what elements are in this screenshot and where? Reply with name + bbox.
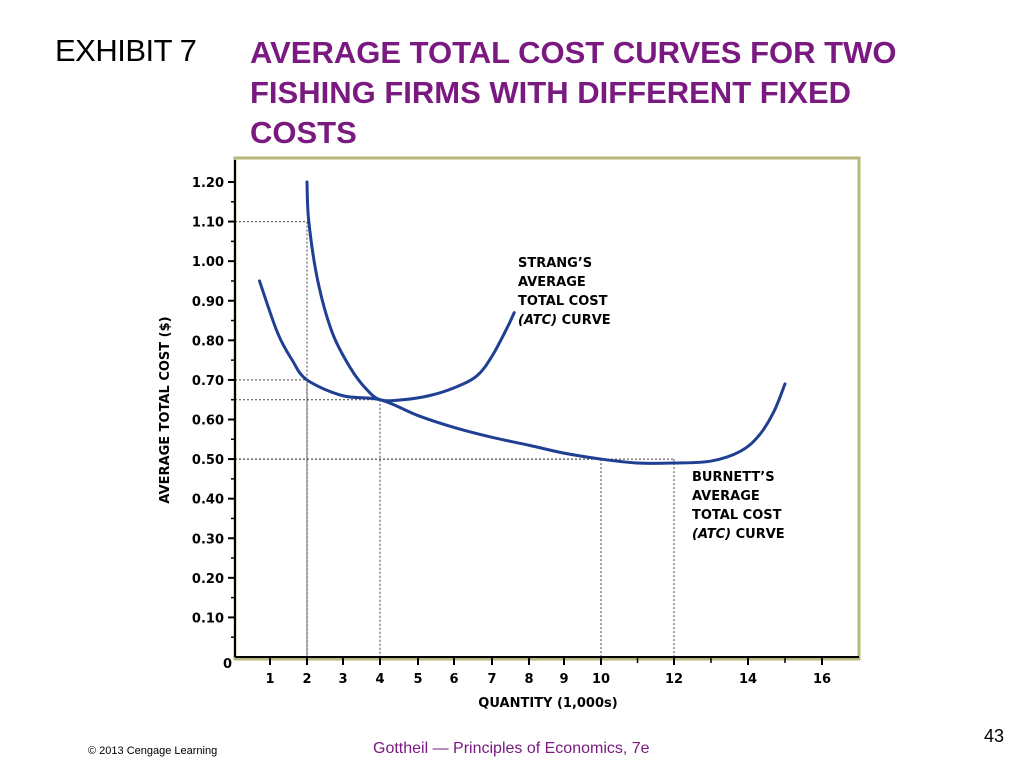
y-tick-label: 0.20 bbox=[192, 572, 224, 587]
burnett-atc-curve bbox=[258, 279, 787, 465]
book-reference: Gottheil — Principles of Economics, 7e bbox=[373, 740, 650, 757]
y-tick-label: 0.40 bbox=[192, 493, 224, 508]
x-tick-label: 12 bbox=[665, 672, 683, 687]
axes bbox=[234, 160, 859, 658]
exhibit-label: EXHIBIT 7 bbox=[55, 33, 197, 68]
x-tick-label: 9 bbox=[559, 672, 568, 687]
curve-label-line: TOTAL COST bbox=[518, 294, 608, 309]
y-tick-label: 0.10 bbox=[192, 611, 224, 626]
x-ticks: 1 2 3 4 5 6 7 8 9 10 12 14 16 bbox=[265, 657, 831, 687]
copyright-notice: © 2013 Cengage Learning bbox=[88, 745, 218, 757]
x-tick-label: 8 bbox=[524, 672, 533, 687]
strang-atc-curve bbox=[305, 180, 516, 403]
title-line-3: COSTS bbox=[250, 115, 357, 150]
y-tick-label: 0.80 bbox=[192, 334, 224, 349]
curve-label-line: AVERAGE bbox=[692, 489, 760, 504]
burnett-curve-label: BURNETT’S AVERAGE TOTAL COST (ATC) CURVE bbox=[692, 470, 785, 542]
curve-label-line: AVERAGE bbox=[518, 275, 586, 290]
chart-frame bbox=[233, 156, 861, 661]
curve-label-line: (ATC) CURVE bbox=[692, 527, 785, 542]
x-tick-label: 4 bbox=[375, 672, 384, 687]
curves bbox=[258, 180, 787, 465]
y-tick-label: 1.10 bbox=[192, 216, 224, 231]
y-tick-label: 0.90 bbox=[192, 295, 224, 310]
title-line-1: AVERAGE TOTAL COST CURVES FOR TWO bbox=[250, 35, 897, 70]
y-axis-label: AVERAGE TOTAL COST ($) bbox=[158, 316, 173, 503]
y-tick-label: 0.60 bbox=[192, 414, 224, 429]
y-ticks: 0.10 0.20 0.30 0.40 0.50 0.60 0.70 0.80 0.90 1.00… bbox=[192, 176, 235, 638]
curve-label-line: BURNETT’S bbox=[692, 470, 775, 485]
x-tick-label: 6 bbox=[449, 672, 458, 687]
x-tick-label: 10 bbox=[592, 672, 610, 687]
y-tick-label: 0.50 bbox=[192, 453, 224, 468]
reference-lines bbox=[235, 221, 675, 657]
origin-label: 0 bbox=[223, 657, 232, 672]
curve-label-line: TOTAL COST bbox=[692, 508, 782, 523]
x-tick-label: 3 bbox=[338, 672, 347, 687]
x-tick-label: 16 bbox=[813, 672, 831, 687]
x-tick-label: 5 bbox=[413, 672, 422, 687]
y-tick-label: 0.70 bbox=[192, 374, 224, 389]
x-axis-label: QUANTITY (1,000s) bbox=[478, 696, 617, 711]
y-tick-label: 1.20 bbox=[192, 176, 224, 191]
x-tick-label: 1 bbox=[265, 672, 274, 687]
strang-curve-label: STRANG’S AVERAGE TOTAL COST (ATC) CURVE bbox=[518, 256, 611, 328]
x-tick-label: 14 bbox=[739, 672, 757, 687]
title-line-2: FISHING FIRMS WITH DIFFERENT FIXED bbox=[250, 75, 852, 110]
page-number: 43 bbox=[984, 726, 1005, 746]
curve-label-line: (ATC) CURVE bbox=[518, 313, 611, 328]
slide-title: AVERAGE TOTAL COST CURVES FOR TWO FISHIN… bbox=[250, 33, 990, 153]
x-tick-label: 7 bbox=[487, 672, 496, 687]
y-tick-label: 0.30 bbox=[192, 532, 224, 547]
y-tick-label: 1.00 bbox=[192, 255, 224, 270]
x-tick-label: 2 bbox=[302, 672, 311, 687]
curve-label-line: STRANG’S bbox=[518, 256, 592, 271]
